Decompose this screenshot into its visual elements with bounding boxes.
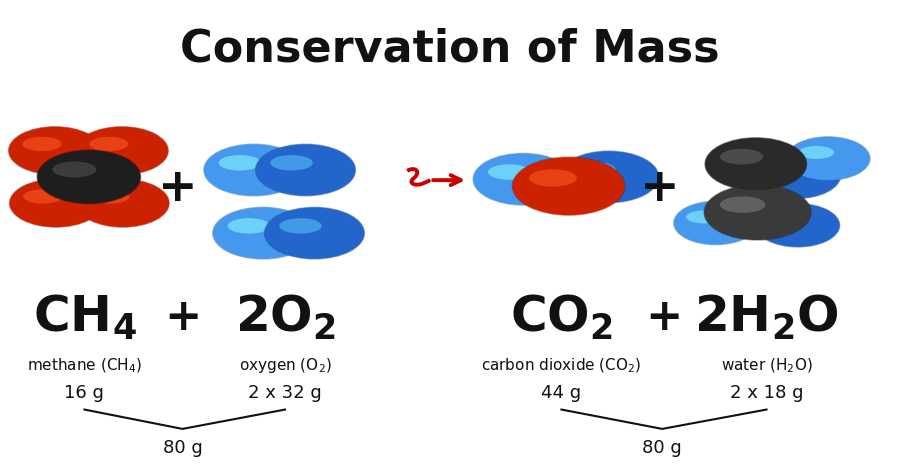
Text: +: + bbox=[640, 166, 680, 211]
Ellipse shape bbox=[10, 179, 103, 227]
Text: $\mathbf{2H_2O}$: $\mathbf{2H_2O}$ bbox=[694, 293, 839, 342]
Ellipse shape bbox=[265, 207, 364, 259]
Ellipse shape bbox=[256, 144, 356, 196]
Ellipse shape bbox=[23, 189, 63, 204]
Ellipse shape bbox=[764, 162, 803, 176]
Ellipse shape bbox=[9, 127, 102, 174]
Ellipse shape bbox=[686, 211, 722, 223]
Ellipse shape bbox=[512, 157, 625, 215]
Ellipse shape bbox=[228, 218, 270, 234]
Ellipse shape bbox=[204, 144, 304, 196]
Ellipse shape bbox=[52, 161, 96, 177]
Text: $\mathbf{CH_4}$: $\mathbf{CH_4}$ bbox=[32, 293, 136, 342]
Text: 44 g: 44 g bbox=[542, 385, 581, 402]
Ellipse shape bbox=[279, 218, 321, 234]
Text: +: + bbox=[158, 166, 198, 211]
Text: Conservation of Mass: Conservation of Mass bbox=[180, 27, 720, 70]
Ellipse shape bbox=[752, 152, 841, 198]
Text: carbon dioxide (CO$_2$): carbon dioxide (CO$_2$) bbox=[482, 356, 642, 375]
Text: 80 g: 80 g bbox=[163, 439, 202, 457]
Ellipse shape bbox=[270, 155, 313, 171]
Ellipse shape bbox=[769, 213, 804, 226]
Text: 80 g: 80 g bbox=[643, 439, 682, 457]
Ellipse shape bbox=[90, 189, 130, 204]
Ellipse shape bbox=[720, 149, 763, 165]
Ellipse shape bbox=[704, 185, 811, 240]
Text: +: + bbox=[164, 296, 202, 339]
Text: 2 x 18 g: 2 x 18 g bbox=[730, 385, 804, 402]
Ellipse shape bbox=[573, 162, 616, 177]
Ellipse shape bbox=[212, 207, 312, 259]
Text: $\mathbf{2O_2}$: $\mathbf{2O_2}$ bbox=[235, 293, 336, 342]
Ellipse shape bbox=[89, 137, 129, 151]
Text: 2 x 32 g: 2 x 32 g bbox=[248, 385, 322, 402]
Ellipse shape bbox=[720, 197, 765, 213]
Text: water (H$_2$O): water (H$_2$O) bbox=[721, 356, 813, 375]
Ellipse shape bbox=[219, 155, 261, 171]
Ellipse shape bbox=[756, 204, 840, 247]
Ellipse shape bbox=[674, 201, 758, 245]
Ellipse shape bbox=[473, 153, 573, 205]
Ellipse shape bbox=[787, 137, 870, 180]
Ellipse shape bbox=[559, 151, 659, 203]
Text: methane (CH$_4$): methane (CH$_4$) bbox=[27, 356, 142, 375]
Text: $\mathbf{CO_2}$: $\mathbf{CO_2}$ bbox=[510, 293, 613, 342]
Text: oxygen (O$_2$): oxygen (O$_2$) bbox=[238, 356, 331, 375]
Text: +: + bbox=[645, 296, 683, 339]
Ellipse shape bbox=[798, 146, 834, 159]
Ellipse shape bbox=[76, 127, 168, 174]
Ellipse shape bbox=[529, 169, 577, 187]
Ellipse shape bbox=[22, 137, 62, 151]
Ellipse shape bbox=[488, 164, 530, 180]
Ellipse shape bbox=[705, 138, 806, 190]
Text: 16 g: 16 g bbox=[65, 385, 104, 402]
Ellipse shape bbox=[37, 150, 140, 204]
Ellipse shape bbox=[76, 179, 169, 227]
